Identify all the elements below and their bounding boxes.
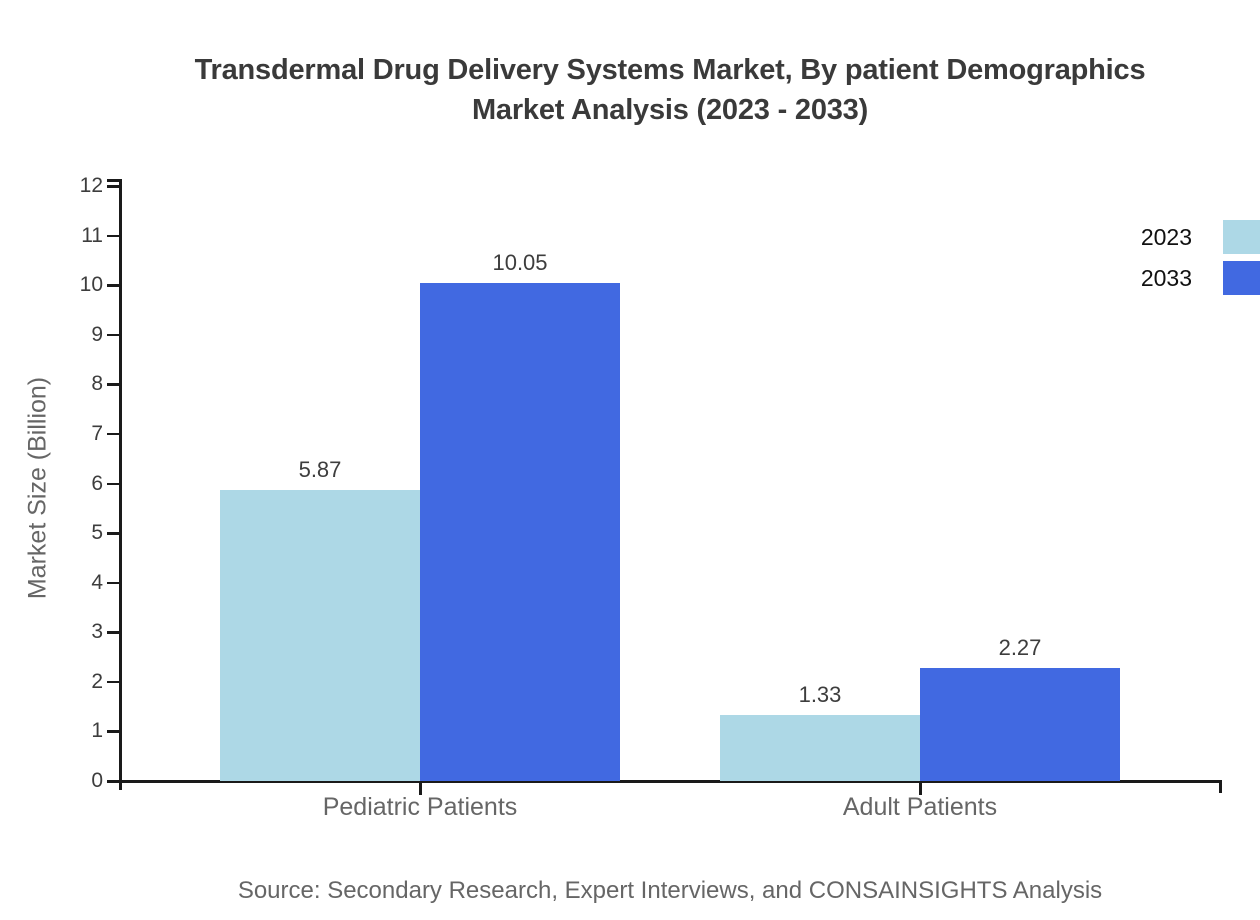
y-tick: [107, 234, 120, 238]
y-tick-label: 9: [91, 322, 103, 346]
y-tick: [107, 185, 120, 188]
y-tick: [107, 284, 120, 287]
category-tick: [419, 782, 422, 795]
category-label: Pediatric Patients: [322, 793, 518, 821]
value-label: 1.33: [798, 682, 842, 708]
y-tick-label: 0: [91, 769, 103, 792]
bar-2033-pediatric-patients: [420, 282, 620, 781]
y-tick: [107, 581, 120, 585]
chart-title-line-1: Transdermal Drug Delivery Systems Market…: [194, 54, 1146, 86]
value-label: 10.05: [492, 249, 548, 275]
y-axis-line: [119, 180, 122, 790]
y-tick: [107, 680, 120, 684]
legend-swatch: [1223, 261, 1260, 295]
source-note: Source: Secondary Research, Expert Inter…: [237, 877, 1103, 904]
y-tick-label: 11: [81, 223, 103, 247]
y-tick-label: 6: [91, 471, 103, 495]
category-label: Adult Patients: [842, 793, 998, 821]
category-tick: [919, 782, 922, 795]
y-tick-label: 3: [91, 620, 103, 644]
legend-label: 2023: [1140, 224, 1192, 250]
y-tick: [107, 532, 120, 535]
y-tick: [107, 432, 120, 436]
chart-title: Transdermal Drug Delivery Systems Market…: [80, 50, 1260, 130]
x-axis-line: [107, 780, 1221, 783]
bar-2033-adult-patients: [920, 668, 1120, 781]
y-tick-label: 5: [91, 521, 103, 545]
y-axis-top-cap: [107, 179, 122, 182]
chart-title-line-2: Market Analysis (2023 - 2033): [471, 94, 869, 126]
y-tick: [107, 482, 120, 486]
y-tick-label: 4: [91, 570, 103, 594]
bar-2023-pediatric-patients: [220, 489, 420, 781]
y-tick: [107, 333, 120, 337]
y-tick-label: 7: [91, 421, 103, 445]
bar-2023-adult-patients: [720, 715, 920, 781]
value-label: 5.87: [298, 456, 342, 482]
y-tick-label: 10: [79, 273, 103, 297]
y-tick-label: 2: [91, 669, 103, 693]
x-axis-end-cap: [1219, 780, 1222, 793]
y-tick: [107, 780, 120, 783]
y-tick: [107, 383, 120, 386]
y-tick-label: 1: [91, 719, 103, 743]
y-tick-label: 8: [91, 372, 103, 396]
y-tick: [107, 631, 120, 634]
legend-label: 2033: [1140, 265, 1192, 291]
y-tick-label: 12: [79, 174, 103, 198]
legend-swatch: [1223, 220, 1260, 254]
value-label: 2.27: [998, 635, 1042, 661]
y-tick: [107, 730, 120, 733]
